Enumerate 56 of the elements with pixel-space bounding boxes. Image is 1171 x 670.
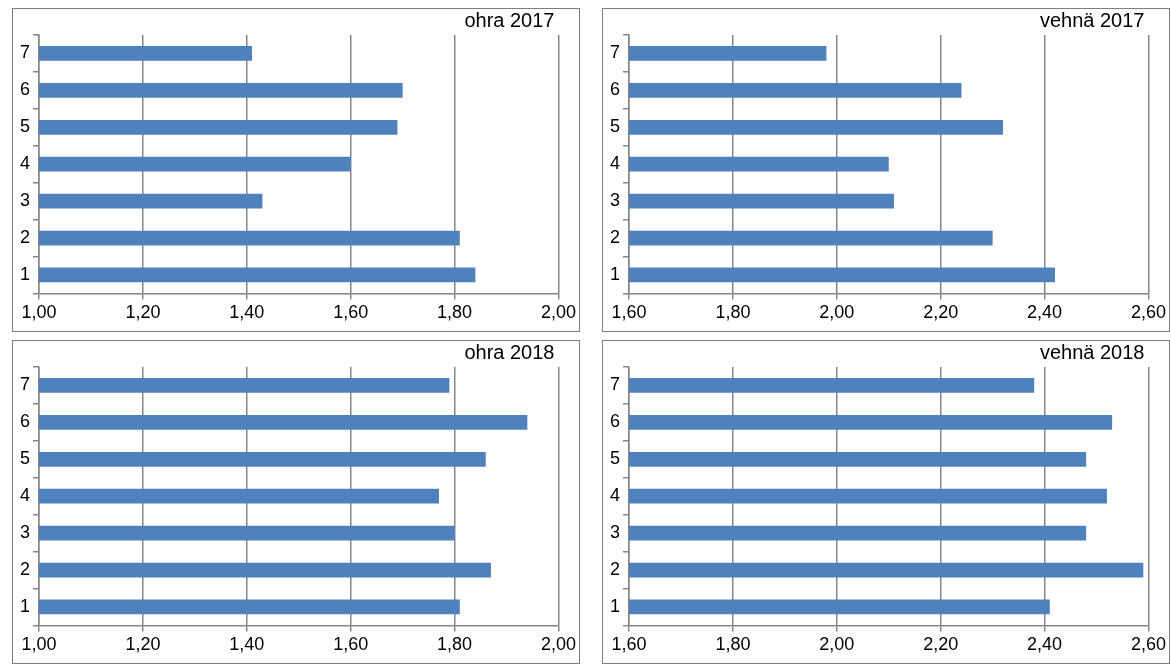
y-tick-label: 4: [610, 153, 621, 174]
x-tick-label: 2,60: [1130, 302, 1167, 323]
y-tick-label: 2: [610, 559, 621, 579]
x-tick-label: 2,60: [1130, 634, 1167, 655]
x-tick-label: 2,00: [819, 302, 855, 323]
y-tick-label: 4: [20, 153, 31, 174]
y-tick-label: 2: [610, 227, 621, 247]
y-tick-label: 6: [610, 411, 621, 432]
x-tick-label: 2,20: [923, 634, 959, 655]
y-tick-label: 2: [20, 227, 31, 247]
y-tick-label: 4: [20, 485, 31, 506]
x-tick-label: 2,40: [1027, 634, 1063, 655]
y-tick-label: 1: [610, 263, 621, 284]
x-tick-label: 1,80: [715, 302, 751, 323]
x-tick-label: 1,40: [229, 634, 265, 655]
y-tick-label: 4: [610, 485, 621, 506]
x-tick-label: 1,60: [333, 634, 369, 655]
chart-title: vehnä 2017: [1039, 8, 1145, 31]
y-tick-label: 5: [610, 448, 621, 469]
x-tick-label: 1,60: [611, 634, 647, 655]
y-tick-label: 7: [20, 374, 31, 395]
x-tick-label: 1,60: [611, 302, 647, 323]
x-tick-label: 1,00: [21, 634, 57, 655]
x-tick-label: 1,20: [125, 302, 161, 323]
x-tick-label: 1,80: [437, 634, 473, 655]
chart-title: vehnä 2018: [1039, 340, 1145, 363]
y-tick-label: 7: [20, 42, 31, 63]
x-tick-label: 2,00: [540, 302, 577, 323]
y-tick-label: 3: [20, 522, 31, 543]
x-tick-label: 2,20: [923, 302, 959, 323]
y-tick-label: 2: [20, 559, 31, 579]
x-tick-label: 2,00: [540, 634, 577, 655]
x-tick-label: 1,40: [229, 302, 265, 323]
y-tick-label: 7: [610, 42, 621, 63]
y-tick-label: 6: [610, 79, 621, 100]
y-tick-label: 3: [20, 190, 31, 211]
x-tick-label: 1,80: [715, 634, 751, 655]
y-tick-label: 1: [20, 263, 31, 284]
y-tick-label: 3: [610, 522, 621, 543]
x-tick-label: 1,60: [333, 302, 369, 323]
chart-title: ohra 2018: [464, 340, 555, 363]
y-tick-label: 3: [610, 190, 621, 211]
x-tick-label: 2,00: [819, 634, 855, 655]
y-tick-label: 6: [20, 411, 31, 432]
chart-title: ohra 2017: [464, 8, 555, 31]
y-tick-label: 1: [610, 595, 621, 616]
x-tick-label: 2,40: [1027, 302, 1063, 323]
x-tick-label: 1,20: [125, 634, 161, 655]
y-tick-label: 7: [610, 374, 621, 395]
y-tick-label: 5: [610, 116, 621, 137]
y-tick-label: 5: [20, 448, 31, 469]
y-tick-label: 5: [20, 116, 31, 137]
x-tick-label: 1,00: [21, 302, 57, 323]
x-tick-label: 1,80: [437, 302, 473, 323]
y-tick-label: 1: [20, 595, 31, 616]
y-tick-label: 6: [20, 79, 31, 100]
